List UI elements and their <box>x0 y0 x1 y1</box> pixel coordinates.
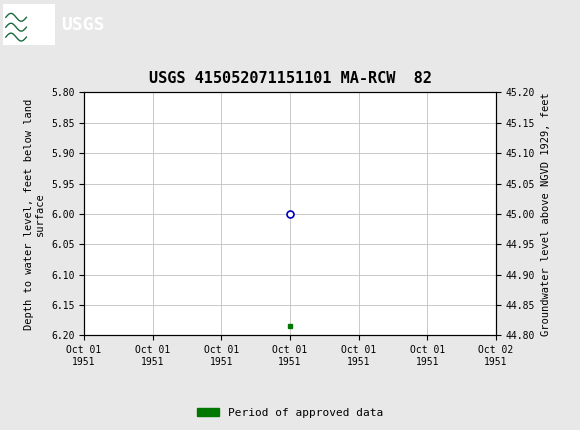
Legend: Period of approved data: Period of approved data <box>193 403 387 422</box>
Y-axis label: Groundwater level above NGVD 1929, feet: Groundwater level above NGVD 1929, feet <box>541 92 550 336</box>
Bar <box>3 4 55 46</box>
Y-axis label: Depth to water level, feet below land
surface: Depth to water level, feet below land su… <box>24 98 45 329</box>
Title: USGS 415052071151101 MA-RCW  82: USGS 415052071151101 MA-RCW 82 <box>148 71 432 86</box>
Text: USGS: USGS <box>61 16 104 34</box>
